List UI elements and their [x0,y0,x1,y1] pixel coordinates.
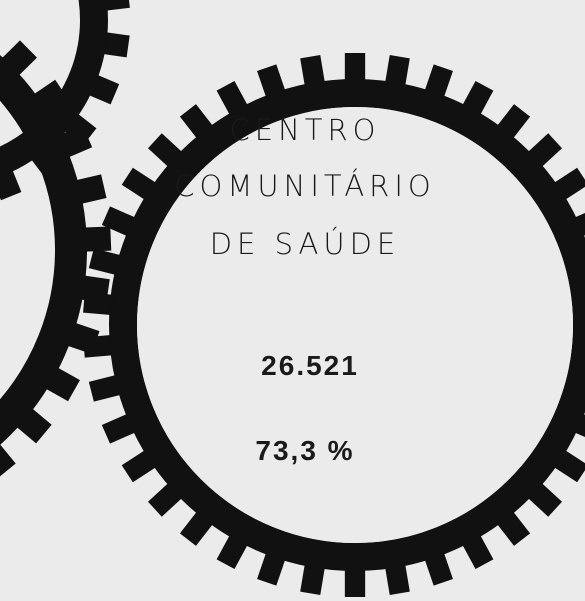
gear-tooth [121,449,157,483]
gear-tooth [257,64,286,98]
gear-tooth [101,413,136,444]
gear-tooth [88,248,121,275]
gear-tooth [344,53,366,81]
gear-tooth [424,64,453,98]
label-line: COMUNITÁRIO [174,169,435,203]
gear-tooth [462,80,494,116]
gear-tooth [496,511,531,546]
gear-tooth [179,511,214,546]
gear-ring [0,0,108,177]
gear-tooth [16,408,52,444]
gear-tooth [0,169,22,201]
gear-tooth [179,104,214,139]
gear [83,53,585,597]
gear-tooth [462,534,494,570]
gear-tooth [147,133,183,168]
gear-tooth [344,569,366,597]
gear-tooth [257,552,286,586]
count: 26.521 [261,350,359,381]
gear-tooth [84,226,112,252]
gear-tooth [385,563,410,595]
gear-tooth [88,375,121,402]
label-line: DE SAÚDE [210,227,401,261]
gear-tooth [574,206,585,237]
gear-tooth [31,145,64,179]
gear-tooth [424,552,453,586]
gear-tooth [385,55,410,87]
gear-tooth [121,167,157,201]
gear-tooth [0,443,16,479]
gear-tooth [45,367,80,402]
gear-tooth [147,482,183,517]
gear-tooth [88,74,120,105]
gear-tooth [64,113,97,146]
gear-tooth [574,413,585,444]
share: 73,3 % [255,435,354,466]
gear-tooth [75,174,107,204]
gear-tooth [216,534,248,570]
gear-tooth [216,80,248,116]
gear-tooth [553,167,585,201]
gear-tooth [83,292,113,315]
gear-tooth [527,482,563,517]
gear-tooth [553,449,585,483]
gear-tooth [300,563,325,595]
label-line: CENTRO [230,113,381,147]
gear-ring [0,55,87,445]
gear-tooth [83,335,113,358]
gear-tooth [103,0,130,11]
gear-tooth [527,133,563,168]
gear-ring [109,79,585,571]
gear-tooth [102,32,130,58]
gear-tooth [496,104,531,139]
gear-tooth [101,206,136,237]
gear-face [137,107,573,543]
gear [0,0,130,201]
gear-tooth [300,55,325,87]
gear-tooth [1,40,37,76]
